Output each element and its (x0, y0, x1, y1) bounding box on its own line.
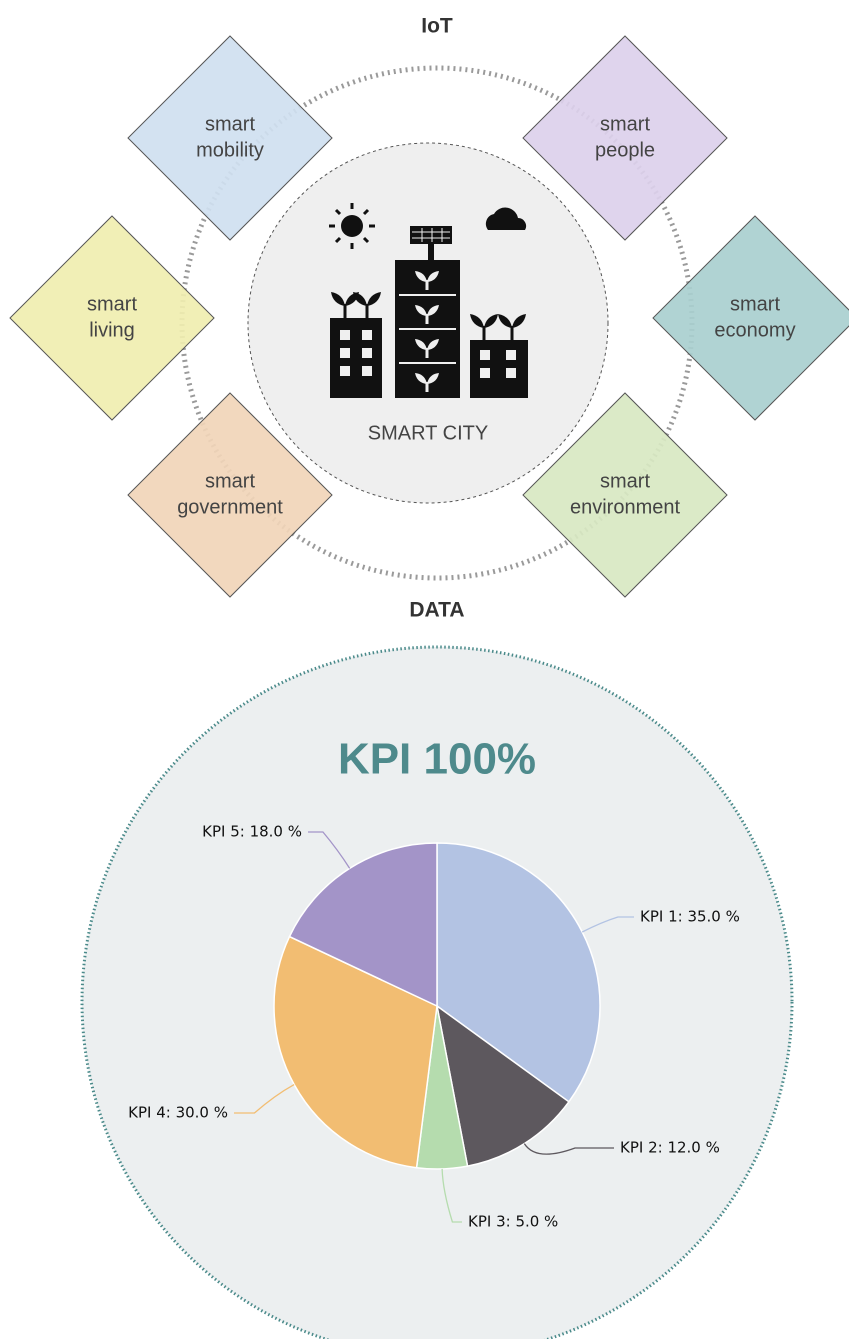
node-label: mobility (196, 139, 264, 161)
value-label: KPI 4: 30.0 % (128, 1104, 228, 1122)
page: smart mobility smart people smart living smart… (0, 0, 849, 1339)
node-label: economy (714, 319, 795, 341)
top-label: IoT (421, 15, 453, 38)
value-label: KPI 1: 35.0 % (640, 908, 740, 926)
value-label: KPI 5: 18.0 % (202, 823, 302, 841)
center-label: SMART CITY (368, 422, 488, 444)
node-label: smart (600, 113, 650, 135)
node-label: people (595, 139, 655, 161)
node-label: smart (205, 470, 255, 492)
node-label: smart (730, 293, 780, 315)
node-label: smart (205, 113, 255, 135)
node-label: government (177, 496, 283, 518)
node-label: living (89, 319, 135, 341)
node-label: smart (600, 470, 650, 492)
value-label: KPI 2: 12.0 % (620, 1139, 720, 1157)
value-label: KPI 3: 5.0 % (468, 1213, 558, 1231)
chart-title: KPI 100% (338, 735, 536, 784)
bottom-label: DATA (409, 599, 464, 622)
node-label: smart (87, 293, 137, 315)
node-diamond (10, 216, 214, 420)
node-label: environment (570, 496, 681, 518)
